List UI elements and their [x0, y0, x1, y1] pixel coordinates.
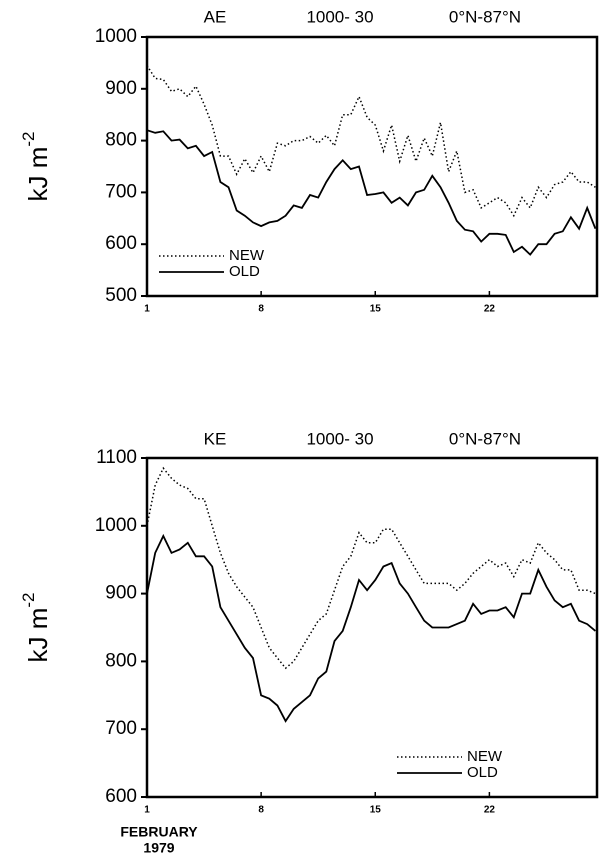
legend-label: OLD: [467, 764, 498, 781]
data-line: [146, 533, 596, 723]
x-tick-label: 1: [144, 304, 150, 315]
legend-label: NEW: [229, 247, 265, 264]
legend-label: NEW: [467, 748, 503, 765]
chart-title: 0°N-87°N: [449, 429, 521, 448]
x-axis-label: 1979: [143, 840, 174, 856]
chart-title: AE: [204, 7, 227, 26]
chart-title: KE: [204, 429, 227, 448]
x-tick-label: 8: [258, 304, 264, 315]
y-tick-label: 1000: [95, 515, 137, 536]
data-line: [146, 129, 597, 256]
y-axis-label-exponent: -2: [19, 592, 38, 607]
y-tick-label: 1100: [96, 447, 137, 468]
y-axis-label: kJ m-2: [19, 131, 52, 201]
y-tick-label: 700: [105, 718, 137, 739]
y-axis-label-text: kJ m: [23, 608, 53, 663]
chart-title: 1000- 30: [306, 7, 373, 26]
y-tick-label: 900: [105, 78, 137, 99]
x-tick-label: 15: [370, 304, 382, 315]
x-tick-label: 8: [258, 805, 264, 816]
y-tick-label: 700: [105, 181, 137, 202]
legend-label: OLD: [229, 263, 260, 280]
plot-frame: [145, 35, 599, 298]
data-line: [146, 65, 596, 218]
y-axis-label-exponent: -2: [19, 131, 38, 146]
chart-title: 1000- 30: [306, 429, 373, 448]
chart-title: 0°N-87°N: [449, 7, 521, 26]
y-axis-label-text: kJ m: [23, 147, 53, 202]
x-tick-label: 22: [484, 805, 496, 816]
y-tick-label: 1000: [95, 26, 137, 47]
x-tick-label: 22: [484, 304, 496, 315]
x-tick-label: 15: [370, 805, 382, 816]
x-tick-label: 1: [144, 805, 150, 816]
x-axis-label: FEBRUARY: [120, 824, 198, 840]
y-tick-label: 800: [105, 130, 137, 151]
y-tick-label: 800: [105, 650, 137, 671]
plot-frame: [145, 456, 599, 799]
y-axis-label: kJ m-2: [19, 592, 52, 662]
y-tick-label: 600: [105, 786, 137, 807]
y-tick-label: 500: [105, 285, 137, 306]
data-line: [146, 466, 596, 670]
y-tick-label: 900: [105, 583, 137, 604]
y-tick-label: 600: [105, 233, 137, 254]
